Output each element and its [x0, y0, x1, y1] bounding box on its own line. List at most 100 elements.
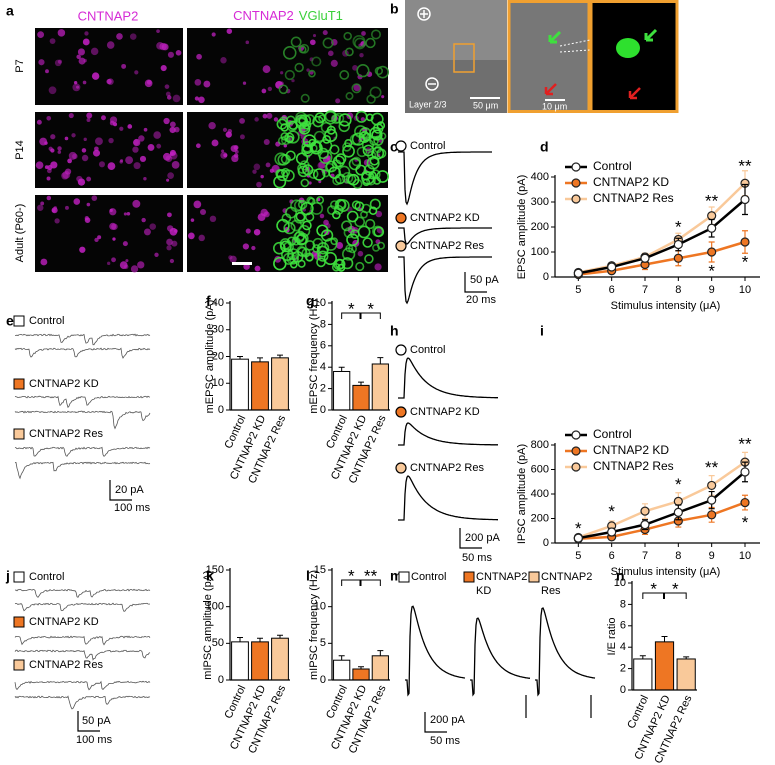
cell [156, 29, 160, 34]
x-tick-label: 5 [575, 550, 581, 562]
cell [165, 91, 171, 97]
column-header: CNTNAP2 [78, 8, 139, 23]
bar [333, 659, 351, 681]
point [707, 510, 717, 520]
point [573, 533, 583, 543]
column-header-part: CNTNAP2 [233, 8, 294, 23]
cell [286, 252, 300, 265]
cell [221, 149, 225, 153]
x-tick-label: 8 [675, 550, 681, 562]
cell [84, 216, 89, 221]
significance-label: * [367, 299, 374, 318]
point [707, 211, 717, 221]
cell [129, 33, 137, 40]
bar [231, 358, 249, 411]
cell [309, 39, 316, 46]
cell [50, 148, 55, 153]
cell [369, 198, 381, 210]
cell [332, 210, 341, 220]
point [607, 262, 617, 272]
cell [333, 112, 345, 124]
cell [364, 218, 376, 230]
cell [126, 212, 131, 216]
annotation: ** [705, 458, 719, 477]
error-bar [277, 634, 283, 639]
cell [106, 41, 115, 49]
scale-bar-label: 50 pA [470, 274, 499, 286]
cell [260, 174, 264, 179]
significance-label: ** [364, 566, 378, 585]
legend-marker [571, 162, 581, 172]
cell [64, 136, 69, 141]
cell [294, 62, 304, 73]
trace [14, 588, 151, 598]
x-tick-label: 6 [609, 550, 615, 562]
x-axis-label: Stimulus intensity (μA) [611, 566, 721, 578]
significance-label: * [650, 579, 657, 598]
cell [91, 72, 100, 80]
series-line [578, 501, 746, 540]
trace-label: CNTNAP2 [541, 571, 592, 583]
cell [226, 28, 233, 34]
cell [137, 261, 145, 269]
x-tick-label: 7 [642, 284, 648, 296]
x-tick-label: 9 [709, 550, 715, 562]
cell [342, 142, 352, 152]
cell [46, 176, 51, 181]
y-tick-label: 4 [620, 641, 626, 653]
point [707, 495, 717, 505]
cell [166, 238, 173, 246]
cell [225, 131, 232, 138]
cell [73, 80, 78, 85]
cell [361, 31, 366, 36]
cell [86, 112, 93, 119]
legend-marker [395, 344, 407, 356]
cell [344, 47, 354, 57]
cell [335, 98, 341, 104]
scale-bar [424, 712, 447, 733]
bar [231, 641, 249, 681]
y-tick-label: 5 [320, 637, 326, 649]
cell [44, 165, 49, 170]
filled-cell [616, 38, 640, 58]
scale-bar-label: 100 ms [114, 502, 151, 514]
trace [14, 649, 151, 661]
trace [14, 461, 151, 480]
legend-marker [571, 462, 581, 472]
scale-bar-label: 50 pA [82, 715, 111, 727]
cell [83, 137, 87, 142]
panel-letter: j [5, 568, 10, 584]
cell [143, 228, 151, 236]
x-tick-label: 5 [575, 284, 581, 296]
cell [356, 64, 370, 78]
x-tick-label: 7 [642, 550, 648, 562]
cell [293, 199, 306, 212]
cell [57, 150, 62, 154]
y-axis-label: mEPSC amplitude (pA) [204, 300, 216, 414]
cell [154, 252, 159, 257]
arrow [628, 87, 641, 100]
annotation: * [675, 218, 682, 237]
cell [123, 212, 127, 216]
cell [360, 130, 369, 139]
panel-letter: l [306, 568, 310, 584]
cell [166, 95, 172, 100]
error-bar [358, 666, 364, 669]
cell [57, 146, 62, 151]
cell [352, 64, 358, 71]
cell [94, 237, 99, 243]
cell [109, 208, 117, 216]
cell [163, 117, 170, 125]
cell [366, 156, 380, 170]
panel-letter: a [6, 3, 14, 19]
cell [169, 126, 176, 134]
cell [265, 162, 271, 168]
cell [187, 232, 195, 240]
cell [82, 80, 87, 85]
panel-letter: k [206, 568, 214, 584]
cell [71, 133, 76, 138]
y-tick-label: 2 [620, 663, 626, 675]
bar [271, 357, 289, 411]
error-bar [358, 381, 364, 386]
micrograph [35, 112, 183, 188]
